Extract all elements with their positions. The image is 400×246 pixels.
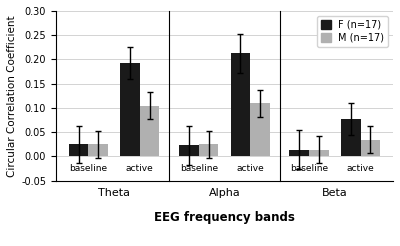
Text: baseline: baseline <box>180 164 218 173</box>
Bar <box>341 119 360 156</box>
Bar <box>140 106 160 156</box>
Legend: F (n=17), M (n=17): F (n=17), M (n=17) <box>317 16 388 46</box>
X-axis label: EEG frequency bands: EEG frequency bands <box>154 211 295 224</box>
Y-axis label: Circular Correlation Coefficient: Circular Correlation Coefficient <box>7 15 17 177</box>
Bar <box>120 63 140 156</box>
Bar <box>199 144 218 156</box>
Bar <box>309 150 329 156</box>
Bar <box>69 144 88 156</box>
Text: baseline: baseline <box>69 164 107 173</box>
Bar <box>360 139 380 156</box>
Bar <box>88 144 108 156</box>
Bar <box>230 53 250 156</box>
Bar <box>179 145 199 156</box>
Bar <box>250 103 270 156</box>
Text: Alpha: Alpha <box>208 188 240 198</box>
Text: active: active <box>347 164 374 173</box>
Text: active: active <box>126 164 154 173</box>
Text: Beta: Beta <box>322 188 348 198</box>
Text: baseline: baseline <box>290 164 328 173</box>
Text: active: active <box>236 164 264 173</box>
Bar <box>290 150 309 156</box>
Text: Theta: Theta <box>98 188 130 198</box>
